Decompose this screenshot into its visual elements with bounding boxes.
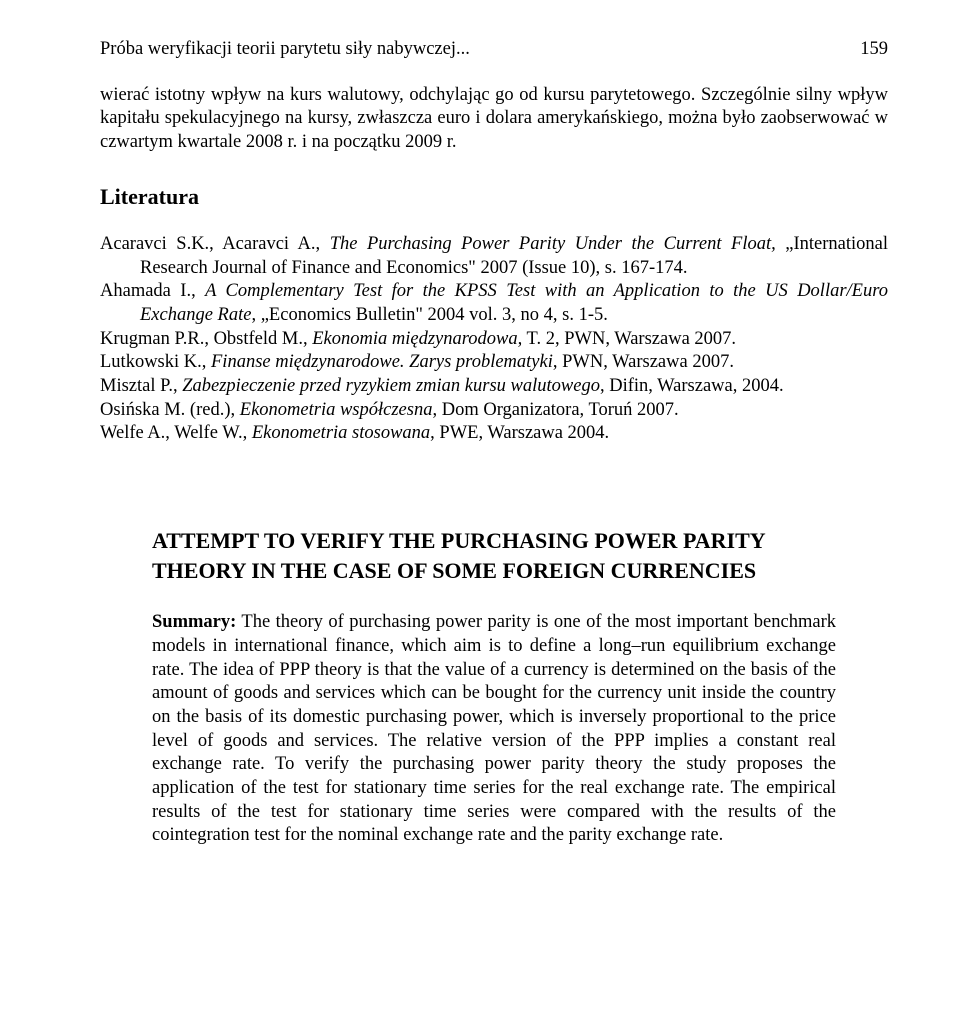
ref-title: Ekonomia międzynarodowa, [312, 329, 522, 349]
ref-post: , PWN, Warszawa 2007. [553, 352, 734, 372]
ref-title: The Purchasing Power Parity Under the Cu… [330, 234, 776, 254]
ref-post: , Difin, Warszawa, 2004. [600, 376, 784, 396]
ref-pre: Acaravci S.K., Acaravci A., [100, 234, 330, 254]
reference-item: Krugman P.R., Obstfeld M., Ekonomia międ… [100, 328, 888, 352]
summary-block: Summary: The theory of purchasing power … [100, 611, 888, 848]
reference-item: Acaravci S.K., Acaravci A., The Purchasi… [100, 233, 888, 280]
summary-text: The theory of purchasing power parity is… [152, 612, 836, 845]
ref-pre: Lutkowski K., [100, 352, 211, 372]
ref-title: Ekonometria współczesna [240, 400, 433, 420]
ref-pre: Misztal P., [100, 376, 182, 396]
running-header: Próba weryfikacji teorii parytetu siły n… [100, 38, 888, 62]
reference-list: Acaravci S.K., Acaravci A., The Purchasi… [100, 233, 888, 446]
reference-item: Ahamada I., A Complementary Test for the… [100, 280, 888, 327]
ref-post: , „Economics Bulletin" 2004 vol. 3, no 4… [251, 305, 607, 325]
ref-post: , Dom Organizatora, Toruń 2007. [432, 400, 678, 420]
ref-title: Finanse międzynarodowe. Zarys problematy… [211, 352, 553, 372]
ref-title: Zabezpieczenie przed ryzykiem zmian kurs… [182, 376, 600, 396]
ref-pre: Welfe A., Welfe W., [100, 423, 252, 443]
reference-item: Misztal P., Zabezpieczenie przed ryzykie… [100, 375, 888, 399]
ref-pre: Osińska M. (red.), [100, 400, 240, 420]
ref-title: Ekonometria stosowana [252, 423, 430, 443]
ref-pre: Krugman P.R., Obstfeld M., [100, 329, 312, 349]
ref-post: T. 2, PWN, Warszawa 2007. [522, 329, 736, 349]
reference-item: Welfe A., Welfe W., Ekonometria stosowan… [100, 422, 888, 446]
running-title: Próba weryfikacji teorii parytetu siły n… [100, 38, 470, 62]
page-number: 159 [860, 38, 888, 62]
reference-item: Lutkowski K., Finanse międzynarodowe. Za… [100, 351, 888, 375]
ref-pre: Ahamada I., [100, 281, 205, 301]
body-paragraph: wierać istotny wpływ na kurs walutowy, o… [100, 84, 888, 155]
ref-post: , PWE, Warszawa 2004. [430, 423, 609, 443]
reference-item: Osińska M. (red.), Ekonometria współczes… [100, 399, 888, 423]
article-title: ATTEMPT TO VERIFY THE PURCHASING POWER P… [100, 526, 888, 585]
summary-label: Summary: [152, 612, 236, 632]
literature-heading: Literatura [100, 183, 888, 211]
